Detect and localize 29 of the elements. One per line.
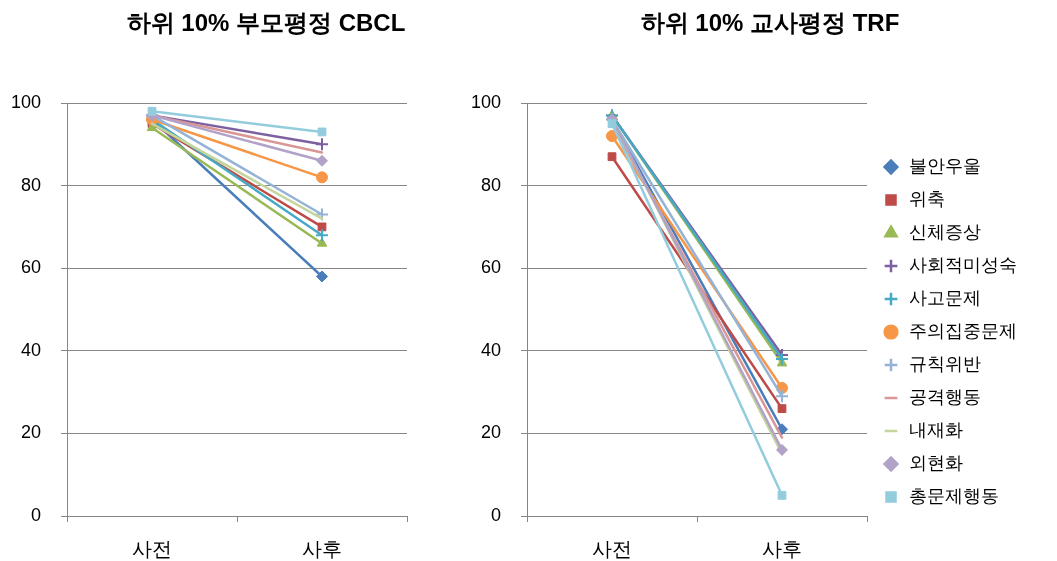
y-tick-label: 100 xyxy=(10,91,41,112)
x-tick-label: 사전 xyxy=(592,537,632,560)
y-tick-label: 0 xyxy=(30,504,41,525)
legend-label: 신체증상 xyxy=(909,221,981,242)
legend-label: 내재화 xyxy=(909,419,963,440)
legend-label: 외현화 xyxy=(909,452,963,473)
legend-label: 총문제행동 xyxy=(909,485,999,506)
legend-label: 사회적미성숙 xyxy=(909,254,1017,275)
legend-label: 위축 xyxy=(909,188,945,209)
y-tick-label: 100 xyxy=(470,91,501,112)
y-tick-label: 40 xyxy=(480,339,501,360)
y-tick-label: 20 xyxy=(20,422,41,443)
y-tick-label: 20 xyxy=(480,422,501,443)
legend-label: 주의집중문제 xyxy=(909,320,1017,341)
x-tick-label: 사전 xyxy=(132,537,172,560)
y-tick-label: 40 xyxy=(20,339,41,360)
chart-title: 하위 10% 부모평정 CBCL xyxy=(125,8,407,38)
chart-title: 하위 10% 교사평정 TRF xyxy=(639,8,901,38)
x-tick-label: 사후 xyxy=(762,537,802,560)
legend-label: 불안우울 xyxy=(909,155,981,176)
legend-label: 규칙위반 xyxy=(909,353,981,374)
y-tick-label: 60 xyxy=(480,257,501,278)
legend-label: 사고문제 xyxy=(909,287,981,308)
y-tick-label: 80 xyxy=(480,174,501,195)
y-tick-label: 60 xyxy=(20,257,41,278)
y-tick-label: 80 xyxy=(20,174,41,195)
legend-label: 공격행동 xyxy=(909,386,981,407)
y-tick-label: 0 xyxy=(490,504,501,525)
x-tick-label: 사후 xyxy=(302,537,342,560)
